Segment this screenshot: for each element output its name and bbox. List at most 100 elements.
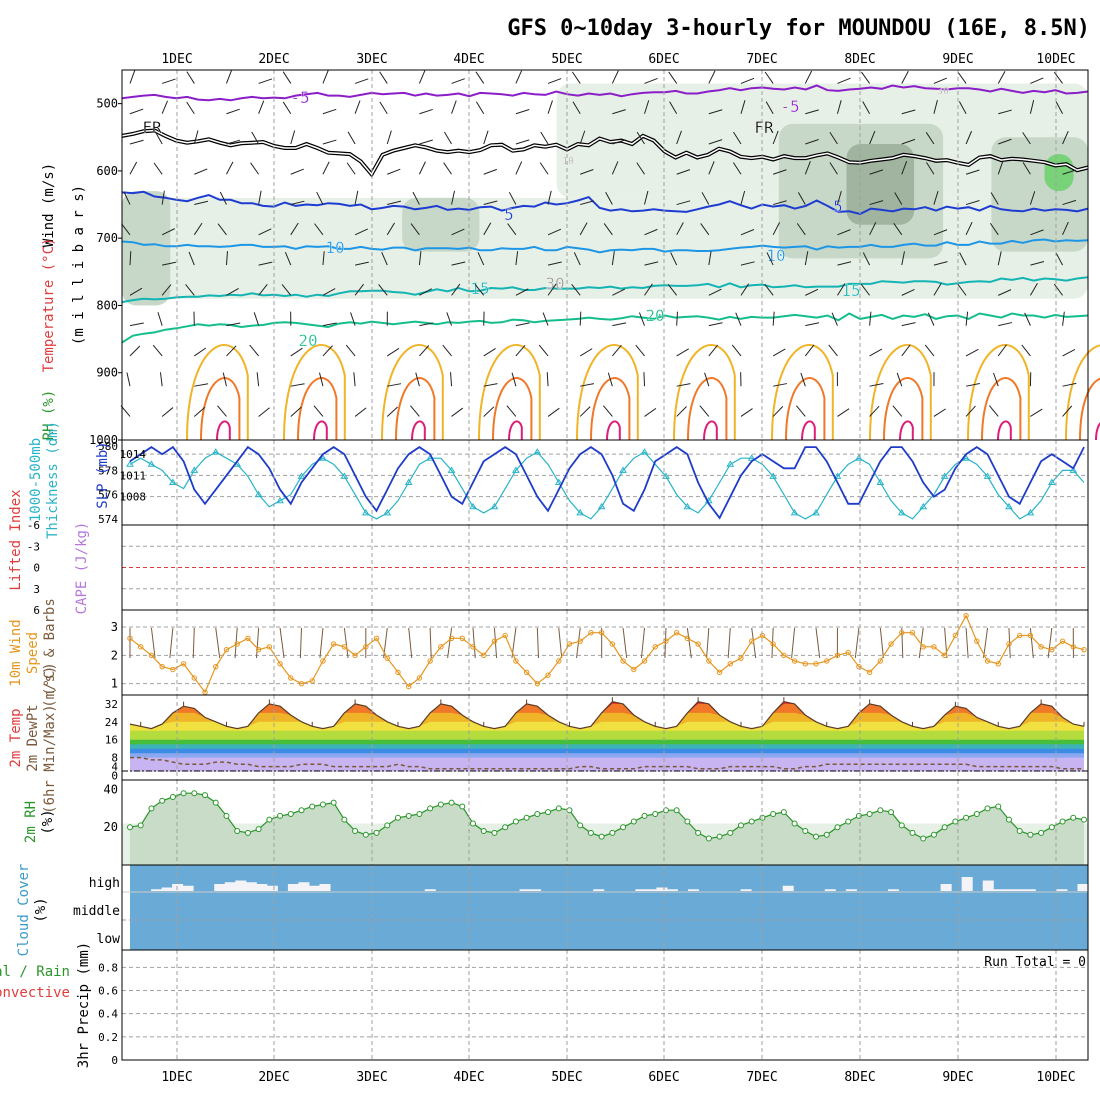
wind-barb [1022, 162, 1031, 175]
wind-barb [418, 251, 422, 266]
wind-barb [612, 139, 626, 145]
wind-barb [186, 71, 195, 84]
contour-label: FR [754, 118, 774, 137]
wind-speed-point [952, 632, 959, 639]
wind-barb [740, 100, 746, 114]
wind-barb [539, 162, 549, 175]
ytick-upper: 800 [96, 298, 118, 312]
wind-barb [731, 344, 742, 357]
ytick-cape: -3 [27, 540, 40, 553]
cloud-bar [993, 889, 1005, 891]
wind-barb [290, 383, 305, 387]
wind-barb [1062, 348, 1076, 357]
wind-barb [451, 261, 466, 266]
wind-speed-point [1038, 644, 1044, 650]
rh-point [223, 812, 230, 819]
wind-barb [506, 405, 517, 417]
rh-point [1059, 818, 1066, 825]
wind-barb [129, 108, 144, 115]
wind-barb [990, 192, 999, 205]
wind-barb [515, 161, 523, 175]
cloud-bar [319, 884, 331, 891]
wind-barb [573, 252, 581, 266]
wind-barb [290, 130, 296, 145]
wind-barb [1029, 99, 1035, 114]
thickness-point [383, 508, 392, 516]
rh-point [630, 818, 637, 825]
wind-barb [869, 130, 876, 145]
rh-point [652, 811, 659, 817]
wind-barb [515, 345, 526, 357]
wind-speed-point [566, 641, 573, 647]
wind-barb [997, 160, 1004, 175]
wind-barb [579, 406, 591, 417]
wind-barb [258, 78, 273, 84]
ytick-upper: 1000 [89, 433, 118, 447]
wind-barb [901, 289, 915, 296]
wind-speed-point [749, 638, 755, 644]
rh-point [952, 818, 959, 825]
date-label-bottom: 1DEC [161, 1070, 192, 1085]
rh-point [673, 807, 680, 814]
wind-speed-point [330, 641, 337, 647]
wind-barb [508, 191, 517, 205]
date-label-top: 1DEC [161, 52, 192, 67]
wind-barb [387, 168, 401, 175]
wind-barb [933, 261, 948, 266]
rh-point [405, 812, 412, 819]
contour-label: 10 [562, 156, 574, 167]
temp-contour-warm [883, 377, 924, 441]
wind-labels: 10m Wind Speed (m/s) & Barbs [8, 598, 58, 708]
ytick-rh: 40 [104, 782, 118, 796]
wind-barb [708, 288, 722, 296]
rh-point [1070, 814, 1077, 821]
wind-barb [612, 109, 626, 115]
wind-speed-point [802, 661, 809, 667]
rh-point [716, 833, 723, 840]
wind-barb [226, 139, 241, 145]
rh-point [309, 803, 316, 810]
temp-contour-10 [121, 238, 1089, 254]
wind-barb [483, 200, 498, 206]
ytick-upper: 600 [96, 164, 118, 178]
wind-speed-point [481, 652, 487, 659]
temp-contour-warm [313, 420, 328, 441]
wind-barb [869, 348, 883, 357]
cloud-bar [214, 884, 226, 891]
ytick-slp: 1008 [120, 491, 147, 504]
wind-speed-point [984, 658, 991, 664]
wind-barb [959, 252, 967, 266]
chart-title: GFS 0~10day 3-hourly for MOUNDOU (16E, 8… [507, 16, 1090, 41]
wind-barb [313, 405, 324, 417]
wind-barb [965, 130, 973, 145]
wind-speed-point [223, 646, 230, 653]
rh-point [973, 811, 980, 817]
ytick-temp: 4 [111, 761, 118, 774]
wind-barb [226, 345, 237, 357]
rh-point [127, 824, 133, 831]
temp-line [129, 701, 1085, 730]
wind-barb [699, 405, 710, 417]
cloud-bar [845, 889, 857, 891]
wind-barb [869, 383, 884, 387]
wind-barb [862, 101, 871, 114]
rh-patch [991, 137, 1088, 252]
wind-barb [735, 312, 742, 326]
ytick-thickness: 576 [98, 489, 118, 502]
wind-barb [129, 161, 138, 175]
wind-barb [644, 407, 657, 417]
wind-barb [965, 169, 980, 175]
wind-barb [997, 251, 1002, 266]
ytick-cape: 6 [33, 604, 40, 617]
thickness-point [919, 502, 928, 510]
wind-barb [901, 70, 909, 84]
wind-barb [805, 139, 819, 145]
temp-contour-warm [283, 344, 346, 441]
cloud-bar [245, 882, 257, 891]
wind-barb [322, 161, 330, 175]
wind-barb-10m [319, 627, 324, 659]
rh-point [330, 799, 337, 806]
wind-speed-point [384, 655, 390, 661]
wind-barb [740, 261, 755, 266]
wind-barb [1030, 261, 1045, 266]
